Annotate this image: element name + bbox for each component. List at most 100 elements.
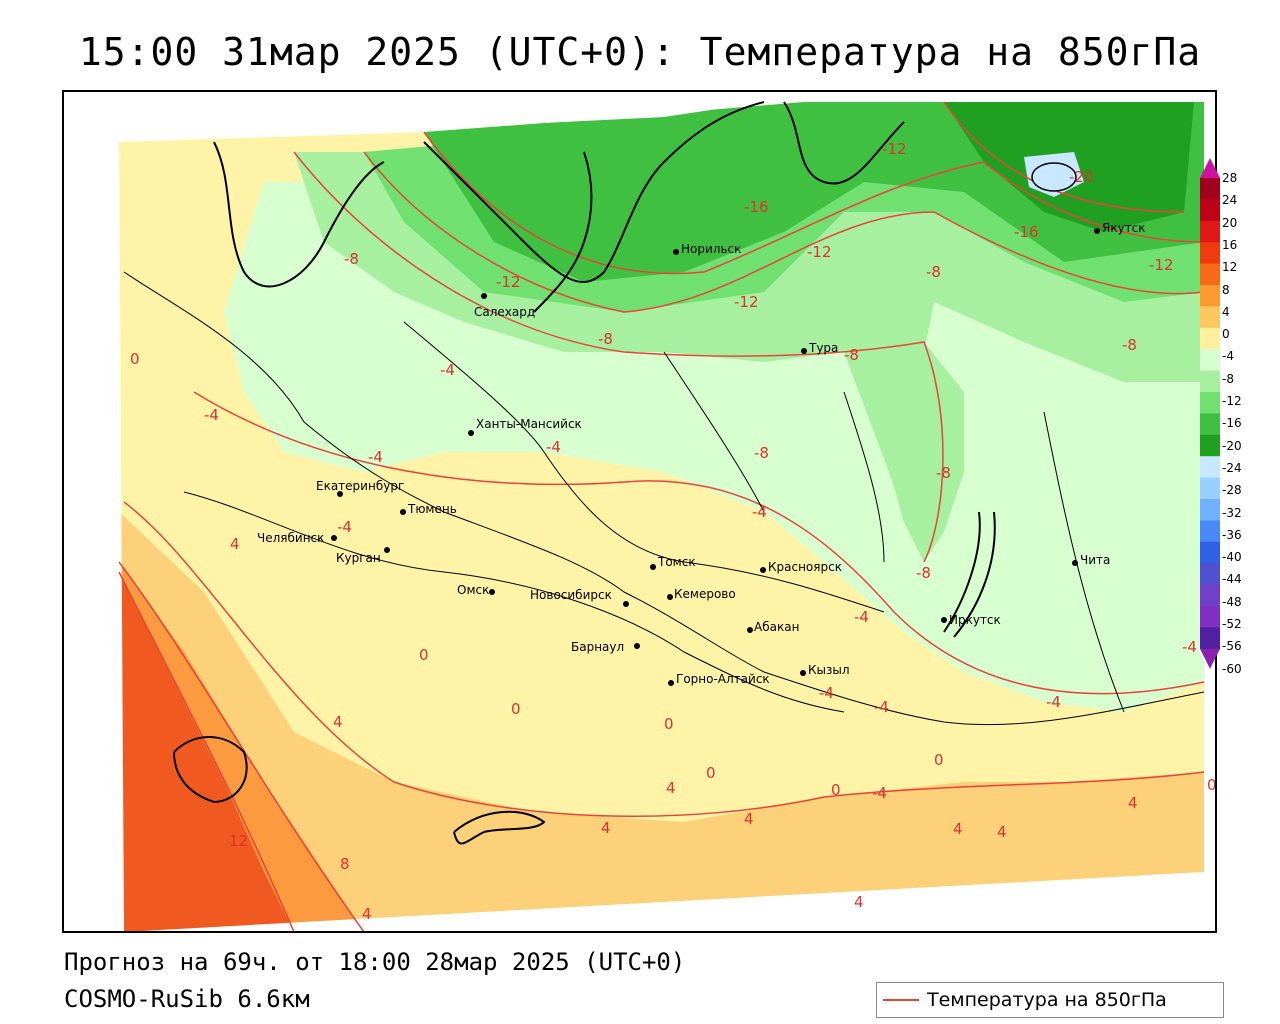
city-marker <box>941 617 947 623</box>
colorbar-top-arrow <box>1200 158 1220 178</box>
city-label: Челябинск <box>257 531 324 545</box>
colorbar-swatch <box>1200 306 1220 329</box>
contour-label: -4 <box>368 448 383 466</box>
colorbar-swatch <box>1200 627 1220 650</box>
contour-label: 0 <box>706 764 716 782</box>
city-label: Чита <box>1080 553 1110 567</box>
city-label: Красноярск <box>768 560 842 574</box>
contour-label: 4 <box>1128 794 1138 812</box>
colorbar-tick-label: -20 <box>1222 438 1242 453</box>
contour-label: 4 <box>666 779 676 797</box>
contour-label: 0 <box>831 781 841 799</box>
city-label: Салехард <box>474 305 535 319</box>
map-panel: -20 -16 -16 -12 -12 -12 -12 -12 -8 -8 -8… <box>62 90 1217 933</box>
city-marker <box>667 594 673 600</box>
legend-line-swatch <box>883 999 919 1001</box>
colorbar-swatch <box>1200 349 1220 372</box>
contour-label: -4 <box>337 518 352 536</box>
city-marker <box>673 249 679 255</box>
colorbar-tick-label: -40 <box>1222 550 1242 565</box>
city-layer: Якутск Норильск Салехард Тура Ханты-Манс… <box>257 221 1146 686</box>
city-marker <box>623 601 629 607</box>
colorbar-tick-label: 4 <box>1222 304 1230 319</box>
colorbar-tick-label: 0 <box>1222 327 1230 342</box>
contour-label: -4 <box>752 503 767 521</box>
colorbar-bottom-arrow <box>1200 648 1220 669</box>
field-12-16 <box>119 572 294 931</box>
contour-label: -4 <box>440 361 455 379</box>
contour-label: -4 <box>546 438 561 456</box>
contour-label: 0 <box>419 646 429 664</box>
colorbar-tick-label: -52 <box>1222 617 1242 631</box>
city-marker <box>800 670 806 676</box>
domain-mask-top <box>64 92 1215 142</box>
city-marker <box>668 680 674 686</box>
contour-label: -4 <box>872 784 887 802</box>
contour-label: -8 <box>344 250 359 268</box>
colorbar-tick-label: -28 <box>1222 483 1242 498</box>
city-label: Кызыл <box>808 663 850 677</box>
coastlines <box>173 101 996 845</box>
contour-label: -12 <box>882 140 907 158</box>
contour-label: -20 <box>1069 168 1094 186</box>
temperature-map: -20 -16 -16 -12 -12 -12 -12 -12 -8 -8 -8… <box>64 92 1217 931</box>
colorbar-swatch <box>1200 199 1220 222</box>
colorbar-tick-label: -60 <box>1222 661 1242 676</box>
city-marker <box>801 348 807 354</box>
city-label: Курган <box>336 551 381 565</box>
field-neg8-lobe <box>884 342 964 562</box>
contour-label: -16 <box>1014 223 1039 241</box>
colorbar-tick-label: 24 <box>1222 193 1238 208</box>
city-label: Якутск <box>1102 221 1146 235</box>
city-marker <box>747 627 753 633</box>
colorbar-tick-label: 20 <box>1222 215 1238 230</box>
colorbar-tick-label: -32 <box>1222 505 1242 520</box>
contour-label: -12 <box>807 243 832 261</box>
legend-label: Температура на 850гПа <box>927 989 1167 1011</box>
contour-label: -8 <box>916 564 931 582</box>
contour-label: -4 <box>819 684 834 702</box>
contour-label: 4 <box>362 905 372 923</box>
colorbar-swatch <box>1200 477 1220 500</box>
domain-mask-bottom <box>142 872 1215 931</box>
colorbar-tick-label: 8 <box>1222 282 1230 297</box>
city-marker <box>468 430 474 436</box>
city-marker <box>760 567 766 573</box>
contour-label: -4 <box>854 608 869 626</box>
colorbar-swatch <box>1200 499 1220 521</box>
colorbar <box>1200 158 1220 669</box>
contour-label: -8 <box>844 346 859 364</box>
contour-label: -4 <box>1182 638 1197 656</box>
contour-label: 4 <box>230 535 240 553</box>
city-label: Горно-Алтайск <box>676 672 770 686</box>
contour-label: 0 <box>1207 776 1217 794</box>
colorbar-tick-label: -48 <box>1222 594 1242 609</box>
colorbar-tick-label: -24 <box>1222 460 1242 475</box>
contour-label: 4 <box>744 810 754 828</box>
colorbar-swatch <box>1200 520 1220 543</box>
temperature-contours <box>118 101 1205 931</box>
contour-label: -12 <box>496 273 521 291</box>
city-label: Новосибирск <box>530 588 612 602</box>
city-label: Норильск <box>681 242 741 256</box>
city-marker <box>337 491 343 497</box>
colorbar-swatch <box>1200 220 1220 243</box>
colorbar-tick-label: 16 <box>1222 237 1238 252</box>
colorbar-swatch <box>1200 456 1220 479</box>
colorbar-swatch <box>1200 606 1220 628</box>
contour-label: -8 <box>754 444 769 462</box>
colorbar-tick-label: -36 <box>1222 527 1242 542</box>
colorbar-tick-label: 28 <box>1222 171 1238 185</box>
contour-label: -8 <box>926 263 941 281</box>
colorbar-swatch <box>1200 285 1220 307</box>
city-label: Тюмень <box>407 502 457 516</box>
city-label: Иркутск <box>949 613 1001 627</box>
contour-label: -12 <box>1149 256 1174 274</box>
city-marker <box>489 589 495 595</box>
contour-label: 0 <box>934 751 944 769</box>
field-4-8 <box>119 512 1204 931</box>
city-label: Екатеринбург <box>316 479 404 493</box>
map-legend: Температура на 850гПа <box>876 982 1224 1018</box>
city-label: Кемерово <box>674 587 736 601</box>
contour-label: -8 <box>936 464 951 482</box>
